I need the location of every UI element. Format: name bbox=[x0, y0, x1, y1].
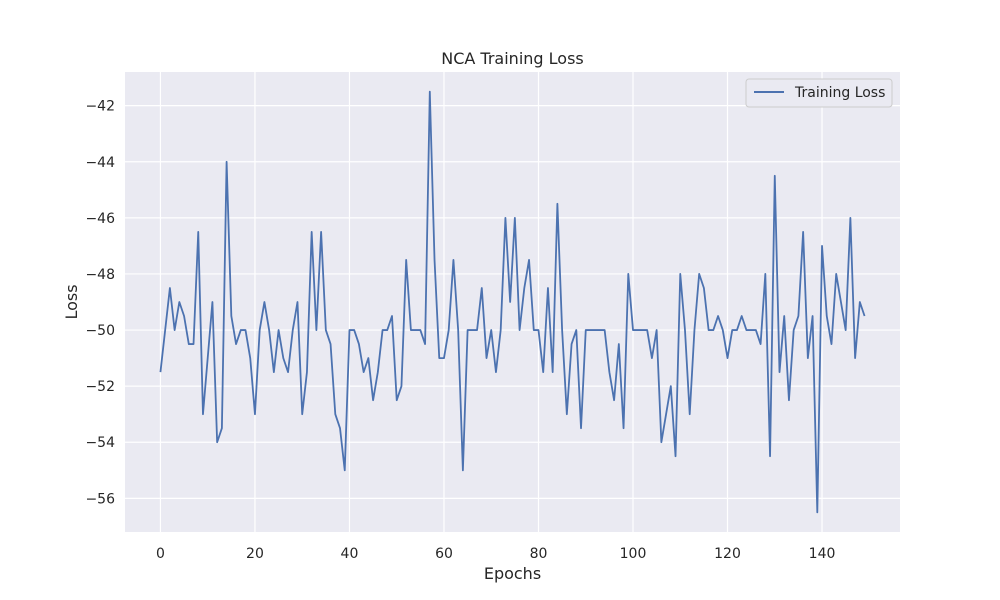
y-tick-label: −50 bbox=[85, 323, 115, 339]
x-tick-label: 100 bbox=[620, 546, 647, 562]
y-tick-label: −56 bbox=[85, 491, 115, 507]
x-tick-label: 120 bbox=[714, 546, 741, 562]
legend-box bbox=[745, 78, 893, 108]
x-tick-label: 0 bbox=[156, 546, 165, 562]
y-axis-label: Loss bbox=[62, 284, 81, 319]
x-tick-label: 20 bbox=[246, 546, 264, 562]
y-tick-label: −48 bbox=[85, 267, 115, 283]
x-axis-label: Epochs bbox=[484, 564, 541, 583]
series-line-training-loss bbox=[159, 90, 866, 514]
x-tick-label: 40 bbox=[341, 546, 359, 562]
y-tick-label: −46 bbox=[85, 211, 115, 227]
y-tick-label: −52 bbox=[85, 379, 115, 395]
x-tick-label: 140 bbox=[809, 546, 836, 562]
y-tick-labels: −56 −54 −52 −50 −48 −46 −44 −42 bbox=[85, 99, 115, 508]
legend-label-training-loss: Training Loss bbox=[794, 85, 885, 101]
series-group bbox=[159, 90, 866, 514]
x-tick-label: 60 bbox=[435, 546, 453, 562]
x-tick-label: 80 bbox=[530, 546, 548, 562]
y-tick-label: −42 bbox=[85, 99, 115, 115]
chart-title: NCA Training Loss bbox=[441, 49, 583, 68]
y-tick-label: −54 bbox=[85, 435, 115, 451]
x-tick-labels: 0 20 40 60 80 100 120 140 bbox=[156, 546, 835, 562]
legend: Training Loss bbox=[745, 78, 893, 108]
y-tick-label: −44 bbox=[85, 155, 115, 171]
plot-area bbox=[125, 72, 900, 532]
